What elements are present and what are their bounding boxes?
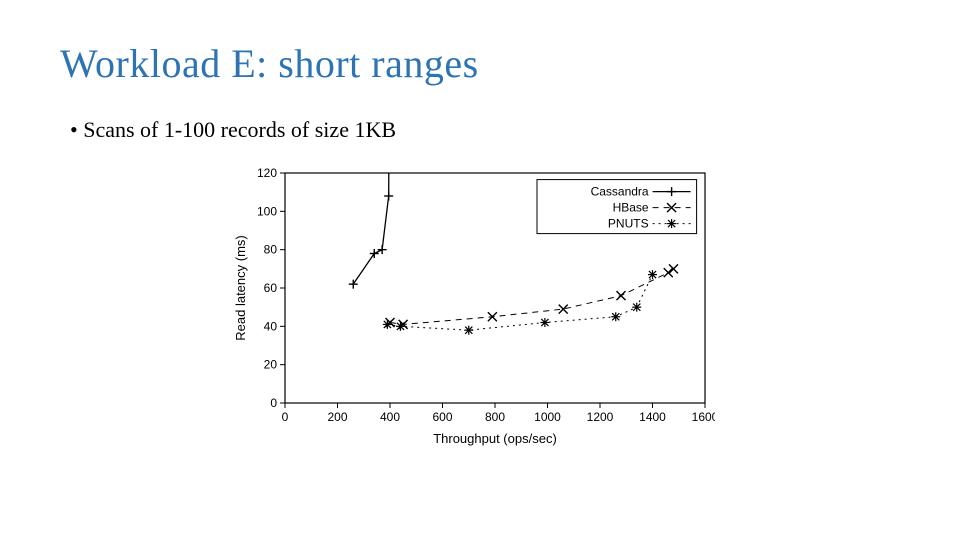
bullet-text: • Scans of 1-100 records of size 1KB [70,117,900,143]
legend-label-cassandra: Cassandra [591,185,649,199]
y-tick-label: 40 [264,319,278,333]
x-tick-label: 800 [485,410,505,424]
y-axis-label: Read latency (ms) [233,235,248,340]
x-tick-label: 600 [432,410,452,424]
legend-label-pnuts: PNUTS [608,217,649,231]
x-tick-label: 1000 [534,410,561,424]
x-tick-label: 1600 [692,410,715,424]
latency-throughput-chart: 0 200 400 600 800 1000 1200 1400 1600 0 20 40 60 80 10… [230,163,715,448]
x-axis-label: Throughput (ops/sec) [433,431,557,446]
legend-label-hbase: HBase [613,201,649,215]
x-tick-label: 1400 [639,410,666,424]
y-tick-label: 100 [257,204,277,218]
x-tick-label: 400 [380,410,400,424]
slide-title: Workload E: short ranges [60,40,900,87]
x-tick-label: 1200 [587,410,614,424]
slide: Workload E: short ranges • Scans of 1-10… [0,0,960,540]
y-tick-label: 0 [270,396,277,410]
chart-container: 0 200 400 600 800 1000 1200 1400 1600 0 20 40 60 80 10… [230,163,730,448]
y-tick-label: 80 [264,243,278,257]
y-tick-label: 20 [264,358,278,372]
x-tick-label: 0 [282,410,289,424]
x-tick-label: 200 [327,410,347,424]
y-tick-label: 60 [264,281,278,295]
y-tick-label: 120 [257,166,277,180]
